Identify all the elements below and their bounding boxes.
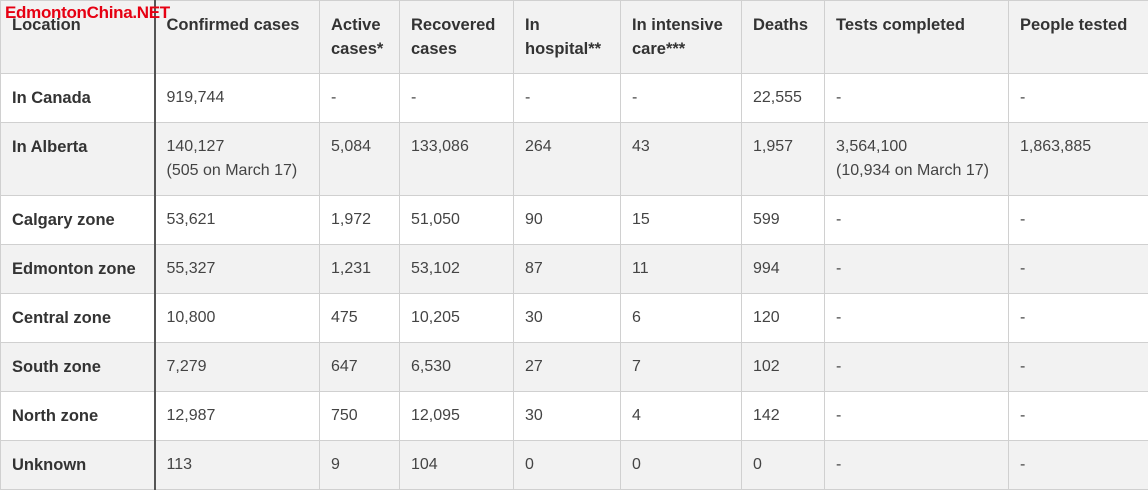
- table-row: South zone 7,279 647 6,530 27 7 102 - -: [0, 342, 1148, 392]
- cell-location: Unknown: [0, 440, 156, 490]
- cell-recovered: 133,086: [399, 122, 514, 196]
- cell-tests: -: [824, 293, 1009, 343]
- cell-hospital: 90: [513, 195, 621, 245]
- cell-active: 1,972: [319, 195, 400, 245]
- cell-icu: 15: [620, 195, 742, 245]
- cell-tested: -: [1008, 293, 1148, 343]
- cell-active: 9: [319, 440, 400, 490]
- cell-tests: -: [824, 391, 1009, 441]
- table-row: Unknown 113 9 104 0 0 0 - -: [0, 440, 1148, 490]
- cell-recovered: 53,102: [399, 244, 514, 294]
- cell-location: South zone: [0, 342, 156, 392]
- cell-icu: 43: [620, 122, 742, 196]
- cell-active: 1,231: [319, 244, 400, 294]
- cell-recovered: 10,205: [399, 293, 514, 343]
- cell-deaths: 142: [741, 391, 825, 441]
- table-row: Calgary zone 53,621 1,972 51,050 90 15 5…: [0, 195, 1148, 245]
- cell-tests: -: [824, 244, 1009, 294]
- cell-confirmed: 53,621: [154, 195, 320, 245]
- cell-deaths: 102: [741, 342, 825, 392]
- cell-active: 647: [319, 342, 400, 392]
- cell-location: North zone: [0, 391, 156, 441]
- header-active: Active cases*: [319, 0, 400, 74]
- cell-recovered: -: [399, 73, 514, 123]
- confirmed-daily-note: (505 on March 17): [166, 162, 298, 179]
- cell-tested: -: [1008, 73, 1148, 123]
- cell-recovered: 12,095: [399, 391, 514, 441]
- cell-tests: -: [824, 73, 1009, 123]
- cell-hospital: 30: [513, 391, 621, 441]
- table-row: North zone 12,987 750 12,095 30 4 142 - …: [0, 391, 1148, 441]
- cell-confirmed: 919,744: [154, 73, 320, 123]
- cell-icu: 7: [620, 342, 742, 392]
- cell-recovered: 51,050: [399, 195, 514, 245]
- table-row: Central zone 10,800 475 10,205 30 6 120 …: [0, 293, 1148, 343]
- cell-tested: -: [1008, 342, 1148, 392]
- cell-location: In Canada: [0, 73, 156, 123]
- cell-hospital: 0: [513, 440, 621, 490]
- cell-hospital: 30: [513, 293, 621, 343]
- tests-daily-note: (10,934 on March 17): [836, 162, 989, 179]
- header-icu: In intensive care***: [620, 0, 742, 74]
- cell-hospital: -: [513, 73, 621, 123]
- cell-recovered: 104: [399, 440, 514, 490]
- cell-deaths: 120: [741, 293, 825, 343]
- cell-active: 475: [319, 293, 400, 343]
- table-row: In Canada 919,744 - - - - 22,555 - -: [0, 73, 1148, 123]
- cell-icu: 0: [620, 440, 742, 490]
- cell-icu: 4: [620, 391, 742, 441]
- cell-confirmed: 55,327: [154, 244, 320, 294]
- header-hospital: In hospital**: [513, 0, 621, 74]
- header-tested: People tested: [1008, 0, 1148, 74]
- cell-tests: -: [824, 342, 1009, 392]
- cell-icu: 11: [620, 244, 742, 294]
- cell-hospital: 87: [513, 244, 621, 294]
- cell-tested: -: [1008, 244, 1148, 294]
- cell-location: Calgary zone: [0, 195, 156, 245]
- header-confirmed: Confirmed cases: [154, 0, 320, 74]
- confirmed-total: 140,127: [166, 138, 225, 155]
- cell-deaths: 599: [741, 195, 825, 245]
- cell-recovered: 6,530: [399, 342, 514, 392]
- cell-confirmed: 140,127 (505 on March 17): [154, 122, 320, 196]
- cell-confirmed: 7,279: [154, 342, 320, 392]
- header-recovered: Recovered cases: [399, 0, 514, 74]
- cell-icu: -: [620, 73, 742, 123]
- table-row: Edmonton zone 55,327 1,231 53,102 87 11 …: [0, 244, 1148, 294]
- cell-tested: 1,863,885: [1008, 122, 1148, 196]
- cell-confirmed: 113: [154, 440, 320, 490]
- header-row: Location Confirmed cases Active cases* R…: [0, 0, 1148, 74]
- cell-location: Edmonton zone: [0, 244, 156, 294]
- cell-confirmed: 10,800: [154, 293, 320, 343]
- cell-location: Central zone: [0, 293, 156, 343]
- cell-tested: -: [1008, 440, 1148, 490]
- cell-tests: 3,564,100 (10,934 on March 17): [824, 122, 1009, 196]
- cell-tested: -: [1008, 391, 1148, 441]
- cell-tests: -: [824, 195, 1009, 245]
- cell-confirmed: 12,987: [154, 391, 320, 441]
- cell-active: 750: [319, 391, 400, 441]
- header-tests: Tests completed: [824, 0, 1009, 74]
- cell-deaths: 0: [741, 440, 825, 490]
- tests-total: 3,564,100: [836, 138, 908, 155]
- cell-deaths: 994: [741, 244, 825, 294]
- header-deaths: Deaths: [741, 0, 825, 74]
- cell-hospital: 264: [513, 122, 621, 196]
- cell-tests: -: [824, 440, 1009, 490]
- cell-icu: 6: [620, 293, 742, 343]
- cell-hospital: 27: [513, 342, 621, 392]
- cell-deaths: 22,555: [741, 73, 825, 123]
- header-location: Location: [0, 0, 156, 74]
- cell-deaths: 1,957: [741, 122, 825, 196]
- table-row: In Alberta 140,127 (505 on March 17) 5,0…: [0, 122, 1148, 196]
- cell-active: -: [319, 73, 400, 123]
- cell-location: In Alberta: [0, 122, 156, 196]
- cell-active: 5,084: [319, 122, 400, 196]
- cell-tested: -: [1008, 195, 1148, 245]
